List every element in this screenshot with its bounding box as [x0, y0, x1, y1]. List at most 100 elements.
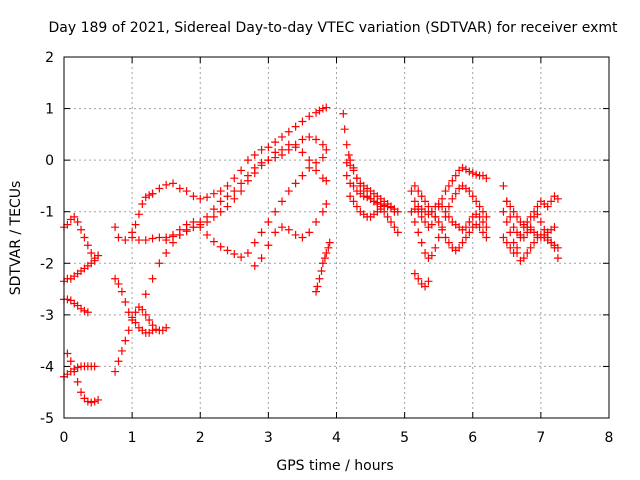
data-point-marker — [83, 308, 92, 317]
data-point-marker — [465, 228, 474, 237]
data-point-marker — [349, 181, 358, 190]
data-point-marker — [340, 125, 349, 134]
data-point-marker — [346, 192, 355, 201]
y-tick-label: -3 — [40, 308, 54, 324]
data-point-marker — [344, 150, 353, 159]
x-axis-title: GPS time / hours — [276, 458, 393, 474]
data-point-marker — [230, 250, 239, 259]
data-point-marker — [506, 243, 515, 252]
data-point-marker — [155, 259, 164, 268]
y-tick-label: -1 — [40, 205, 54, 221]
data-point-marker — [141, 290, 150, 299]
data-point-marker — [257, 254, 266, 263]
x-tick-label: 4 — [332, 430, 341, 446]
data-point-marker — [90, 397, 99, 406]
data-point-marker — [151, 325, 160, 334]
data-point-marker — [63, 220, 72, 229]
data-point-marker — [298, 171, 307, 180]
data-point-marker — [278, 132, 286, 141]
y-tick-label: -5 — [40, 411, 54, 427]
x-tick-label: 1 — [128, 430, 137, 446]
x-tick-label: 5 — [400, 430, 409, 446]
data-point-marker — [230, 194, 239, 203]
data-point-marker — [73, 218, 82, 227]
data-point-marker — [448, 194, 457, 203]
data-point-marker — [441, 233, 450, 242]
data-point-marker — [547, 197, 556, 206]
data-point-marker — [63, 349, 72, 358]
data-point-marker — [441, 187, 450, 196]
y-tick-label: 1 — [45, 102, 54, 118]
data-point-marker — [271, 207, 280, 216]
data-point-marker — [523, 248, 532, 257]
data-point-marker — [414, 228, 423, 237]
data-point-marker — [387, 202, 395, 211]
data-point-marker — [352, 174, 361, 183]
data-point-marker — [318, 104, 327, 113]
data-point-marker — [243, 248, 252, 257]
data-point-marker — [131, 220, 140, 229]
data-point-marker — [509, 248, 518, 257]
data-point-marker — [70, 299, 79, 308]
data-point-marker — [145, 316, 154, 325]
data-point-marker — [63, 295, 72, 304]
data-point-marker — [465, 187, 474, 196]
data-point-marker — [291, 143, 300, 152]
axis-ticks: 0 1 2 3 4 5 6 7 8 -5 -4 -3 -2 -1 0 1 2 — [40, 50, 613, 446]
data-point-marker — [475, 223, 484, 232]
data-point-marker — [223, 246, 232, 255]
data-point-marker — [264, 143, 273, 152]
data-point-marker — [427, 220, 436, 229]
data-point-marker — [175, 184, 184, 193]
data-point-marker — [169, 238, 177, 247]
data-point-marker — [482, 174, 491, 183]
plot-frame — [63, 56, 610, 419]
data-point-marker — [421, 282, 430, 291]
data-point-marker — [410, 181, 419, 190]
data-point-marker — [533, 210, 542, 219]
data-point-marker — [94, 395, 103, 404]
data-point-marker — [80, 233, 89, 242]
data-point-marker — [271, 228, 280, 237]
data-point-marker — [155, 184, 164, 193]
data-point-marker — [223, 202, 232, 211]
data-point-marker — [291, 179, 300, 188]
data-point-marker — [145, 191, 154, 200]
data-point-marker — [461, 223, 470, 232]
data-point-marker — [141, 236, 150, 245]
data-point-marker — [499, 233, 508, 242]
data-point-marker — [131, 308, 140, 317]
data-point-marker — [414, 274, 423, 283]
data-point-marker — [502, 197, 511, 206]
data-point-marker — [438, 194, 447, 203]
data-point-marker — [438, 223, 447, 232]
data-point-marker — [284, 140, 293, 149]
data-point-marker — [318, 207, 327, 216]
data-point-marker — [312, 135, 321, 144]
data-point-marker — [478, 228, 487, 237]
data-point-marker — [134, 210, 143, 219]
data-point-marker — [66, 357, 75, 366]
data-point-marker — [444, 202, 453, 211]
data-point-marker — [509, 238, 518, 247]
data-point-marker — [209, 237, 218, 246]
data-point-marker — [414, 187, 423, 196]
data-point-marker — [427, 207, 436, 216]
data-point-marker — [482, 212, 491, 221]
data-point-marker — [257, 161, 266, 170]
data-point-marker — [121, 236, 130, 245]
data-point-marker — [509, 223, 518, 232]
data-point-marker — [243, 156, 252, 165]
data-point-marker — [475, 202, 484, 211]
data-point-marker — [322, 145, 331, 154]
data-point-marker — [128, 233, 137, 242]
data-point-marker — [305, 163, 314, 172]
data-point-marker — [410, 218, 419, 227]
data-point-marker — [162, 248, 171, 257]
data-point-marker — [417, 192, 426, 201]
data-point-marker — [250, 150, 259, 159]
data-point-marker — [87, 248, 96, 257]
data-point-marker — [324, 243, 333, 252]
data-point-marker — [111, 274, 120, 283]
data-point-marker — [162, 180, 171, 189]
